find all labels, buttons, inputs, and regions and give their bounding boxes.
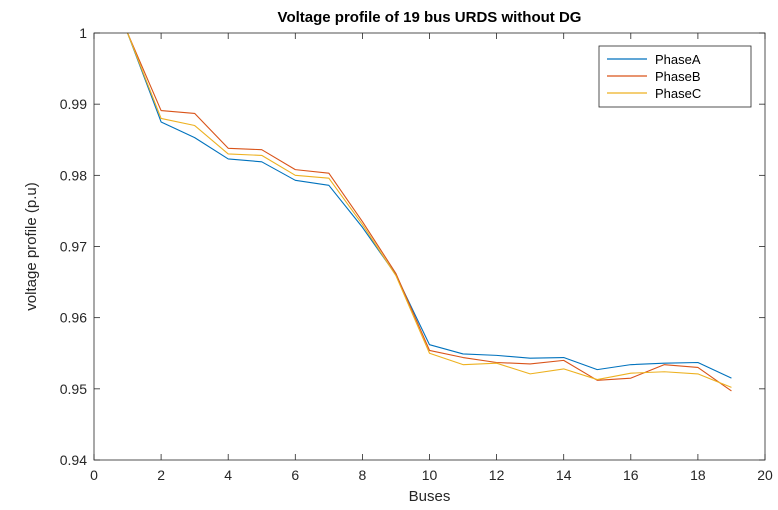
legend: PhaseA PhaseB PhaseC: [598, 45, 752, 108]
x-axis-label: Buses: [409, 488, 451, 505]
series-line-phasec: [127, 32, 732, 388]
y-axis-ticks: 0.94 0.95 0.96 0.97 0.98 0.99 1: [60, 25, 765, 468]
series-line-phasea: [127, 32, 732, 379]
y-tick-label: 0.96: [60, 310, 87, 326]
x-tick-label: 2: [157, 467, 165, 483]
legend-label: PhaseC: [655, 86, 701, 101]
y-tick-label: 0.99: [60, 96, 87, 112]
x-tick-label: 14: [556, 467, 572, 483]
y-axis-label: voltage profile (p.u): [23, 182, 40, 310]
series-line-phaseb: [127, 32, 732, 392]
x-tick-label: 20: [757, 467, 773, 483]
y-tick-label: 0.98: [60, 167, 87, 183]
x-tick-label: 16: [623, 467, 639, 483]
x-tick-label: 12: [489, 467, 505, 483]
y-tick-label: 0.97: [60, 239, 87, 255]
x-tick-label: 8: [359, 467, 367, 483]
x-tick-label: 4: [224, 467, 232, 483]
y-tick-label: 0.95: [60, 381, 87, 397]
chart-title: Voltage profile of 19 bus URDS without D…: [278, 9, 582, 26]
x-tick-label: 6: [291, 467, 299, 483]
x-tick-label: 10: [422, 467, 438, 483]
x-tick-label: 0: [90, 467, 98, 483]
legend-entry-phasec: PhaseC: [607, 86, 701, 101]
legend-entry-phasea: PhaseA: [607, 52, 701, 67]
legend-label: PhaseA: [655, 52, 701, 67]
series-layer: [127, 32, 732, 392]
legend-entry-phaseb: PhaseB: [607, 69, 701, 84]
legend-label: PhaseB: [655, 69, 701, 84]
x-tick-label: 18: [690, 467, 706, 483]
y-tick-label: 1: [79, 25, 87, 41]
x-axis-ticks: 0 2 4 6 8 10 12 14 16 18 20: [90, 33, 773, 483]
y-tick-label: 0.94: [60, 452, 87, 468]
